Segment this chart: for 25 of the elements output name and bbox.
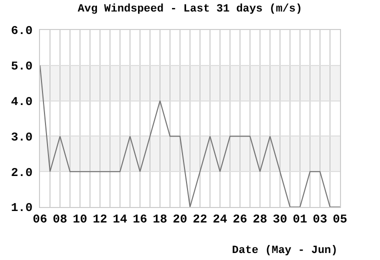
x-tick-label: 06 — [32, 212, 48, 226]
x-tick-label: 12 — [92, 212, 108, 226]
x-tick-label: 16 — [132, 212, 148, 226]
x-tick-label: 03 — [312, 212, 328, 226]
x-tick-label: 05 — [332, 212, 348, 226]
x-tick-label: 20 — [172, 212, 188, 226]
x-tick-label: 01 — [292, 212, 308, 226]
x-tick-label: 10 — [72, 212, 88, 226]
y-tick-label: 4.0 — [10, 95, 33, 109]
y-tick-label: 1.0 — [10, 201, 33, 216]
x-tick-label: 30 — [272, 212, 288, 226]
x-tick-label: 28 — [252, 212, 268, 226]
chart-title: Avg Windspeed - Last 31 days (m/s) — [78, 4, 302, 16]
y-tick-label: 5.0 — [10, 60, 33, 74]
x-tick-label: 26 — [232, 212, 248, 226]
x-tick-label: 22 — [192, 212, 208, 226]
y-tick-label: 6.0 — [10, 24, 33, 38]
x-tick-label: 18 — [152, 212, 168, 226]
x-tick-label: 24 — [212, 212, 228, 226]
line-series — [40, 64, 340, 207]
x-axis-title: Date (May - Jun) — [232, 245, 338, 257]
x-tick-label: 08 — [52, 212, 68, 226]
y-tick-label: 3.0 — [10, 130, 33, 144]
y-tick-label: 2.0 — [10, 166, 33, 180]
x-tick-label: 14 — [112, 212, 128, 226]
